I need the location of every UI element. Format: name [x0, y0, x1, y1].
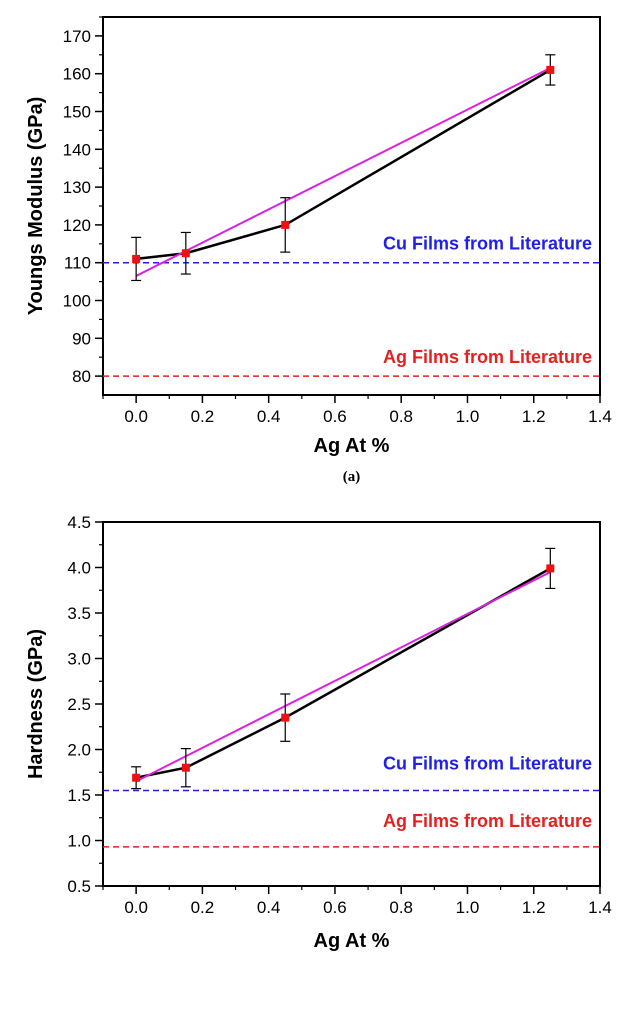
x-axis-title: Ag At % — [314, 435, 390, 457]
x-tick-label: 0.4 — [257, 407, 281, 426]
reference-line-label: Ag Films from Literature — [383, 811, 592, 831]
reference-line-label: Cu Films from Literature — [383, 754, 592, 774]
y-tick-label: 3.5 — [67, 604, 91, 623]
x-tick-label: 0.8 — [389, 407, 413, 426]
data-line — [135, 68, 551, 261]
y-tick-label: 2.0 — [67, 741, 91, 760]
y-tick-label: 1.5 — [67, 786, 91, 805]
x-tick-label: 0.2 — [191, 407, 215, 426]
y-tick-label: 120 — [63, 216, 91, 235]
y-tick-label: 160 — [63, 65, 91, 84]
x-tick-label: 0.6 — [323, 407, 347, 426]
x-tick-label: 1.0 — [456, 898, 480, 917]
chart-panel-1: 0.0 0.2 0.4 0.6 0.8 1.0 1.2 1.4 80 90 100 110 120 130… — [25, 16, 612, 485]
x-tick-label: 1.2 — [522, 407, 546, 426]
y-tick-label: 90 — [72, 329, 91, 348]
data-line — [135, 567, 551, 779]
y-tick-label: 4.5 — [67, 513, 91, 532]
panel-label: (a) — [343, 469, 361, 485]
data-point — [281, 220, 290, 229]
x-axis-title: Ag At % — [314, 930, 390, 952]
data-point — [181, 249, 190, 258]
x-tick-label: 0.0 — [124, 407, 148, 426]
data-point — [281, 713, 290, 722]
reference-line-label: Ag Films from Literature — [383, 347, 592, 367]
x-tick-label: 0.0 — [124, 898, 148, 917]
y-tick-label: 140 — [63, 140, 91, 159]
x-tick-label: 1.4 — [588, 407, 612, 426]
plot-frame — [102, 16, 601, 396]
data-point — [132, 254, 141, 263]
x-tick-label: 0.4 — [257, 898, 281, 917]
y-tick-label: 3.0 — [67, 650, 91, 669]
y-axis-title: Hardness (GPa) — [25, 629, 47, 779]
y-tick-label: 2.5 — [67, 695, 91, 714]
data-point — [546, 65, 555, 74]
y-tick-label: 130 — [63, 178, 91, 197]
x-tick-label: 0.2 — [191, 898, 215, 917]
data-point — [181, 763, 190, 772]
data-point — [546, 564, 555, 573]
x-tick-label: 1.2 — [522, 898, 546, 917]
y-tick-label: 110 — [64, 254, 91, 273]
chart-panel-2: 0.0 0.2 0.4 0.6 0.8 1.0 1.2 1.4 0.5 1.0 1.5 2.0 2.5 3… — [25, 513, 612, 952]
x-tick-label: 0.6 — [323, 898, 347, 917]
reference-line-label: Cu Films from Literature — [383, 233, 592, 253]
x-tick-label: 1.0 — [456, 407, 480, 426]
y-tick-label: 1.0 — [67, 832, 91, 851]
y-tick-label: 150 — [63, 103, 91, 122]
fit-line — [135, 571, 551, 783]
data-point — [132, 773, 141, 782]
y-axis-title: Youngs Modulus (GPa) — [25, 97, 47, 316]
y-tick-label: 80 — [72, 367, 91, 386]
y-tick-label: 170 — [63, 27, 91, 46]
x-tick-label: 1.4 — [588, 898, 612, 917]
y-tick-label: 0.5 — [67, 877, 91, 896]
y-tick-label: 4.0 — [67, 559, 91, 578]
y-tick-label: 100 — [63, 292, 91, 311]
plot-frame — [102, 521, 601, 887]
x-tick-label: 0.8 — [389, 898, 413, 917]
fit-line — [135, 67, 551, 277]
